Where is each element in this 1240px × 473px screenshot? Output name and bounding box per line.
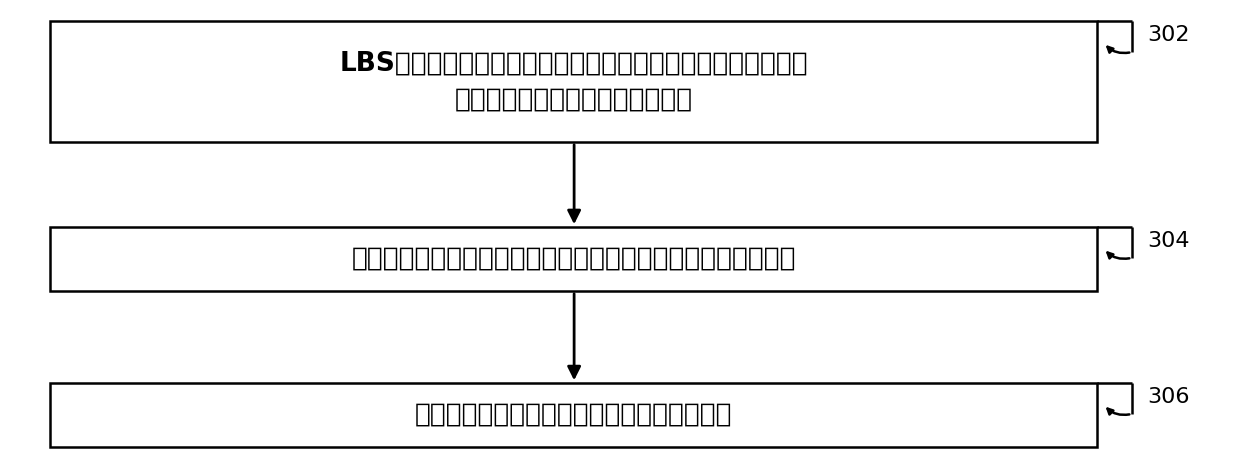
Text: 306: 306: [1147, 387, 1189, 407]
Text: 302: 302: [1147, 25, 1189, 45]
Bar: [50, 21, 1097, 142]
Bar: [50, 383, 1097, 447]
Bar: [50, 227, 1097, 291]
Text: 304: 304: [1147, 231, 1189, 251]
Text: 将用户轨迹图输入至定位模型中，获取定位模型输出的定位信息: 将用户轨迹图输入至定位模型中，获取定位模型输出的定位信息: [351, 246, 796, 272]
Text: LBS服务器接收用户终端实时上报的位置信息，并根据实时位置
信息生成该用户终端的用户轨迹图: LBS服务器接收用户终端实时上报的位置信息，并根据实时位置 信息生成该用户终端的…: [340, 51, 807, 113]
Text: 根据定位信息向用户终端提供基于位置的服务: 根据定位信息向用户终端提供基于位置的服务: [414, 402, 733, 428]
